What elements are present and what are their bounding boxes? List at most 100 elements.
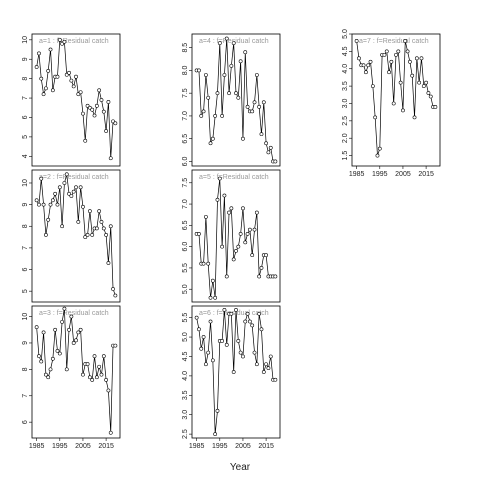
data-point — [238, 350, 243, 355]
data-point — [81, 372, 85, 377]
data-point — [101, 109, 106, 114]
data-point — [43, 86, 48, 91]
x-tick-label: 2005 — [235, 443, 251, 450]
data-point — [264, 362, 269, 367]
data-point — [81, 111, 85, 116]
y-tick-label: 6.0 — [182, 156, 189, 166]
data-point — [391, 101, 396, 106]
panel-frame — [191, 33, 281, 167]
data-point — [410, 73, 415, 78]
data-point — [201, 261, 206, 266]
data-point — [213, 114, 218, 118]
data-point — [254, 73, 259, 77]
data-point — [254, 210, 259, 215]
data-point — [266, 366, 271, 371]
data-point — [236, 244, 241, 249]
y-tick-label: 4.5 — [342, 46, 349, 56]
data-point — [113, 121, 118, 126]
data-point — [241, 136, 245, 141]
data-point — [268, 354, 273, 359]
data-point — [90, 378, 95, 382]
data-point — [99, 372, 104, 377]
x-tick-label: 1985 — [29, 443, 45, 450]
y-tick-label: 8.0 — [182, 65, 189, 75]
y-tick-label: 7.0 — [182, 111, 189, 121]
panel-title: a=6 : f=Residual catch — [199, 310, 269, 317]
data-point — [229, 206, 234, 211]
data-point — [250, 109, 255, 114]
data-point — [403, 39, 408, 43]
y-tick-label: 6 — [22, 115, 29, 119]
x-tick-label: 1995 — [52, 443, 68, 450]
x-tick-label: 1995 — [212, 443, 228, 450]
data-point — [208, 141, 213, 146]
data-point — [85, 233, 90, 237]
y-tick-label: 7 — [22, 394, 29, 398]
data-point — [227, 91, 231, 96]
data-point — [224, 274, 229, 279]
data-point — [220, 114, 225, 118]
data-point — [55, 74, 60, 79]
data-point — [210, 278, 215, 283]
y-tick-label: 8.5 — [182, 43, 189, 53]
data-point — [384, 49, 389, 54]
data-point — [43, 372, 48, 377]
data-point — [428, 94, 433, 99]
data-point — [254, 362, 259, 367]
data-point — [241, 354, 245, 359]
data-point — [259, 132, 264, 137]
y-tick-label: 3.5 — [342, 81, 349, 91]
panel-title: a=1 : f=Residual catch — [39, 38, 109, 45]
y-tick-label: 3.0 — [342, 99, 349, 109]
data-point — [243, 319, 248, 324]
data-point — [203, 362, 208, 367]
data-point — [222, 307, 227, 312]
y-tick-label: 6 — [22, 420, 29, 424]
data-point — [208, 319, 213, 324]
y-tick-label: 5.5 — [182, 263, 189, 273]
y-tick-label: 5.0 — [182, 284, 189, 294]
data-point — [201, 109, 206, 114]
series-line — [356, 40, 436, 156]
data-point — [74, 185, 78, 190]
data-point — [229, 311, 234, 316]
data-point — [99, 98, 104, 102]
data-point — [273, 159, 278, 164]
data-point — [396, 49, 401, 54]
data-point — [90, 107, 95, 112]
y-tick-label: 2.0 — [342, 133, 349, 143]
data-point — [243, 50, 248, 55]
data-point — [231, 370, 236, 374]
data-point — [104, 233, 109, 237]
data-point — [215, 91, 220, 96]
panel-title: a=7 : f=Residual catch — [359, 38, 429, 45]
y-tick-label: 3.0 — [182, 410, 189, 420]
data-point — [414, 56, 419, 61]
data-point — [257, 274, 262, 279]
data-point — [238, 231, 243, 236]
data-point — [48, 202, 53, 207]
y-tick-label: 6.5 — [182, 134, 189, 144]
data-point — [197, 68, 201, 73]
data-point — [266, 150, 271, 155]
data-point — [206, 350, 211, 355]
data-point — [252, 350, 257, 355]
data-point — [236, 95, 241, 100]
data-point — [50, 198, 55, 203]
data-point — [41, 92, 46, 97]
series-line — [36, 38, 116, 159]
panel-frame — [351, 33, 441, 167]
data-point — [197, 231, 201, 236]
data-point — [108, 156, 113, 161]
y-tick-label: 7.5 — [182, 88, 189, 98]
panel-title: a=5 : f=Residual catch — [199, 174, 269, 181]
data-point — [206, 95, 211, 100]
data-point — [394, 52, 398, 57]
data-point — [87, 209, 92, 214]
y-tick-label: 4 — [22, 154, 29, 158]
y-tick-label: 7.5 — [182, 178, 189, 188]
data-point — [257, 104, 262, 109]
y-tick-label: 5 — [22, 135, 29, 139]
data-point — [227, 210, 231, 215]
y-tick-label: 8 — [22, 224, 29, 228]
